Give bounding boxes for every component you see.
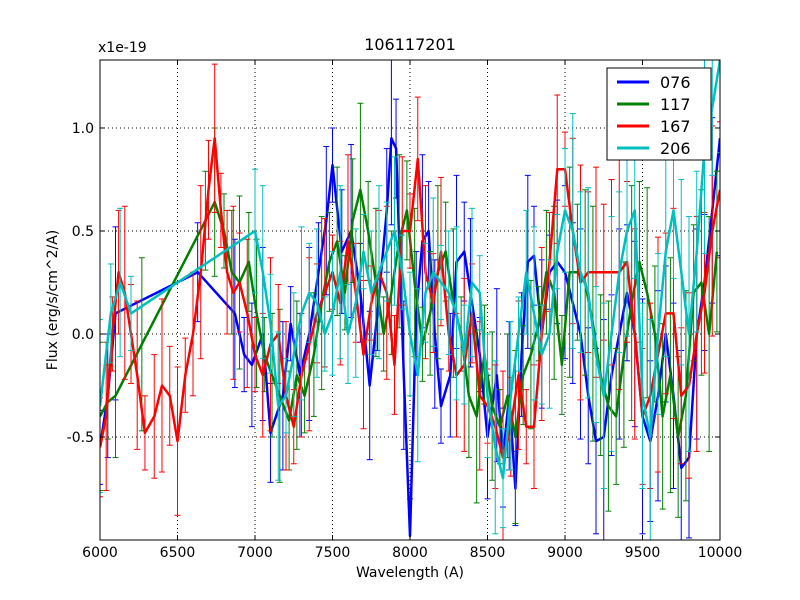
axis-ticks: 6000 6500 7000 7500 8000 8500 9000 9500 10000 -0.… — [67, 60, 743, 561]
y-tick-label: 1.0 — [72, 121, 94, 137]
x-tick-label: 9000 — [547, 545, 583, 561]
x-tick-label: 10000 — [698, 545, 743, 561]
y-tick-label: -0.5 — [67, 430, 94, 446]
chart-title: 106117201 — [364, 35, 456, 54]
x-tick-label: 6500 — [160, 545, 196, 561]
legend-label-076: 076 — [660, 73, 691, 92]
legend-label-167: 167 — [660, 117, 691, 136]
series-line-206 — [100, 60, 720, 480]
series-206 — [100, 60, 720, 540]
y-axis-title: Flux (erg/s/cm^2/A) — [45, 230, 61, 370]
x-tick-label: 8000 — [392, 545, 428, 561]
x-tick-label: 7000 — [237, 545, 273, 561]
series-line-117 — [100, 188, 719, 439]
legend-label-206: 206 — [660, 139, 691, 158]
legend: 076 117 167 206 — [606, 67, 712, 161]
y-offset-label: x1e-19 — [98, 40, 147, 56]
y-tick-label: 0.0 — [72, 327, 94, 343]
legend-label-117: 117 — [660, 95, 691, 114]
y-tick-label: 0.5 — [72, 224, 94, 240]
x-tick-label: 8500 — [470, 545, 506, 561]
x-axis-title: Wavelength (A) — [356, 565, 464, 581]
series-layer — [100, 60, 720, 540]
series-line-167 — [100, 137, 720, 459]
series-117 — [100, 102, 720, 525]
x-tick-label: 6000 — [82, 545, 118, 561]
x-tick-label: 9500 — [625, 545, 661, 561]
x-tick-label: 7500 — [315, 545, 351, 561]
